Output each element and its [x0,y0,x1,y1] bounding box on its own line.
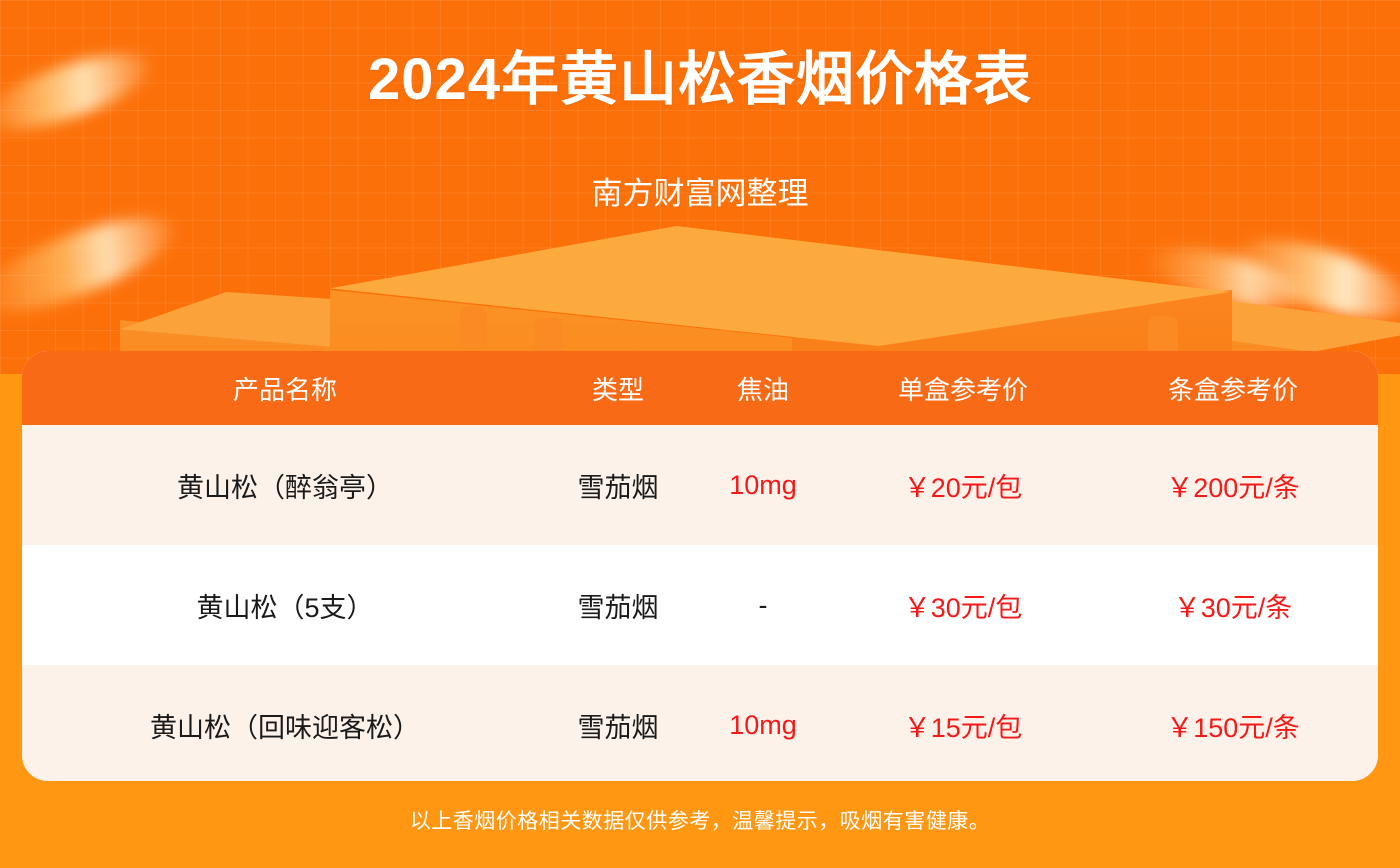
price-table-card: 南方财富网 Southmoney.com 产品名称 类型 焦油 单盒参考价 条盒… [22,351,1378,781]
cell-type: 雪茄烟 [577,712,659,743]
footer-disclaimer: 以上香烟价格相关数据仅供参考，温馨提示，吸烟有害健康。 [409,810,991,833]
cell-tar: 10mg [729,709,797,740]
podium-niche-shape [460,306,487,346]
cell-product-name: 黄山松（回味迎客松） [150,712,420,743]
cell-tar: - [758,589,768,620]
cell-type: 雪茄烟 [577,592,659,623]
cell-carton-price: ￥200元/条 [1166,472,1300,503]
cell-carton-price: ￥150元/条 [1166,712,1300,743]
column-header-pack-price: 单盒参考价 [897,374,1028,405]
cell-product-name: 黄山松（5支） [196,592,374,623]
table-row: 黄山松（回味迎客松） 雪茄烟 10mg ￥15元/包 ￥150元/条 [22,665,1378,781]
page-title: 2024年黄山松香烟价格表 [367,47,1033,112]
column-header-type: 类型 [591,374,644,405]
cell-carton-price: ￥30元/条 [1173,592,1293,623]
cell-pack-price: ￥30元/包 [903,592,1023,623]
cell-tar: 10mg [729,469,797,500]
page-subtitle: 南方财富网整理 [591,176,809,211]
table-row: 黄山松（5支） 雪茄烟 - ￥30元/包 ￥30元/条 [22,545,1378,665]
column-header-product-name: 产品名称 [232,374,337,405]
table-body: 黄山松（醉翁亭） 雪茄烟 10mg ￥20元/包 ￥200元/条 黄山松（5支）… [22,425,1378,781]
cell-product-name: 黄山松（醉翁亭） [177,472,393,503]
column-header-tar: 焦油 [736,374,789,405]
column-header-carton-price: 条盒参考价 [1167,374,1298,405]
cell-pack-price: ￥20元/包 [903,472,1023,503]
table-header-row: 产品名称 类型 焦油 单盒参考价 条盒参考价 [22,351,1378,425]
cell-pack-price: ￥15元/包 [903,712,1023,743]
table-row: 黄山松（醉翁亭） 雪茄烟 10mg ￥20元/包 ￥200元/条 [22,425,1378,545]
cell-type: 雪茄烟 [577,472,659,503]
